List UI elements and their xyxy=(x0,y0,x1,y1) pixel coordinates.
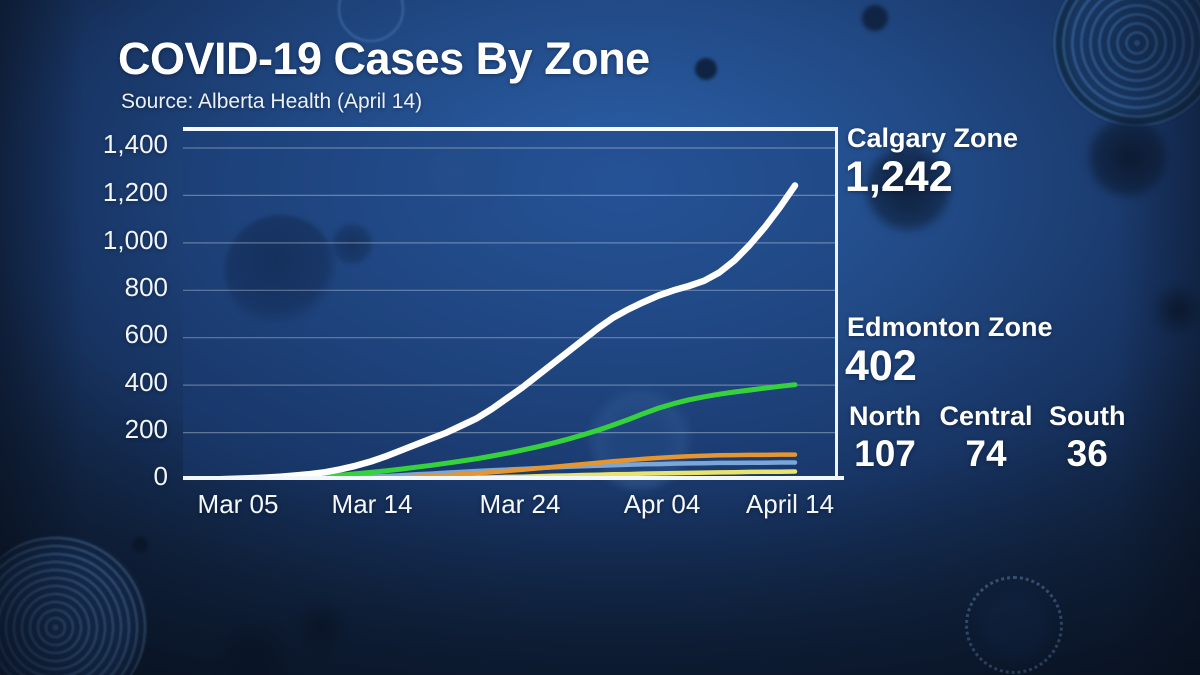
series-line-calgary xyxy=(185,182,799,480)
calgary-zone-value: 1,242 xyxy=(845,153,953,201)
virus-cell-top-right xyxy=(1052,0,1200,128)
south-zone: South 36 xyxy=(1049,401,1125,475)
y-tick-label: 400 xyxy=(124,367,168,397)
central-zone-value: 74 xyxy=(965,433,1007,474)
x-tick-label: Mar 14 xyxy=(331,489,413,519)
virus-dot xyxy=(132,537,148,553)
calgary-zone-label: Calgary Zone xyxy=(847,123,1019,153)
x-tick-label: Apr 04 xyxy=(623,489,701,519)
north-zone-label: North xyxy=(849,401,921,431)
north-zone: North 107 xyxy=(847,401,923,475)
edmonton-zone-value: 402 xyxy=(845,342,917,390)
x-axis-line xyxy=(183,476,844,480)
y-tick-label: 600 xyxy=(124,319,168,349)
central-zone-label: Central xyxy=(939,401,1033,431)
x-tick-label: Mar 05 xyxy=(197,489,279,519)
y-tick-label: 1,000 xyxy=(102,225,168,255)
y-tick-label: 1,400 xyxy=(102,129,168,159)
line-chart-plot-area xyxy=(183,127,838,480)
north-zone-value: 107 xyxy=(854,433,916,474)
south-zone-label: South xyxy=(1049,401,1126,431)
virus-blob xyxy=(1150,282,1200,338)
virus-blob xyxy=(215,620,291,675)
page-title: COVID-19 Cases By Zone xyxy=(118,33,650,84)
subzone-values-row: North 107 Central 74 South 36 xyxy=(847,401,1125,475)
virus-ring-bottom-right xyxy=(965,576,1063,674)
x-tick-label: Mar 24 xyxy=(479,489,561,519)
virus-dot xyxy=(862,5,888,31)
source-caption: Source: Alberta Health (April 14) xyxy=(121,90,423,113)
y-tick-label: 800 xyxy=(124,272,168,302)
virus-cell-bottom-left xyxy=(0,535,148,675)
y-tick-label: 200 xyxy=(124,414,168,444)
y-tick-label: 1,200 xyxy=(102,177,168,207)
y-tick-label: 0 xyxy=(153,461,168,491)
virus-blob xyxy=(292,600,350,658)
virus-dot xyxy=(695,58,717,80)
x-tick-label: April 14 xyxy=(745,489,835,519)
virus-blob xyxy=(1085,115,1170,200)
south-zone-value: 36 xyxy=(1066,433,1108,474)
chart-svg xyxy=(183,147,835,480)
edmonton-zone-label: Edmonton Zone xyxy=(847,312,1053,342)
central-zone: Central 74 xyxy=(939,401,1033,475)
